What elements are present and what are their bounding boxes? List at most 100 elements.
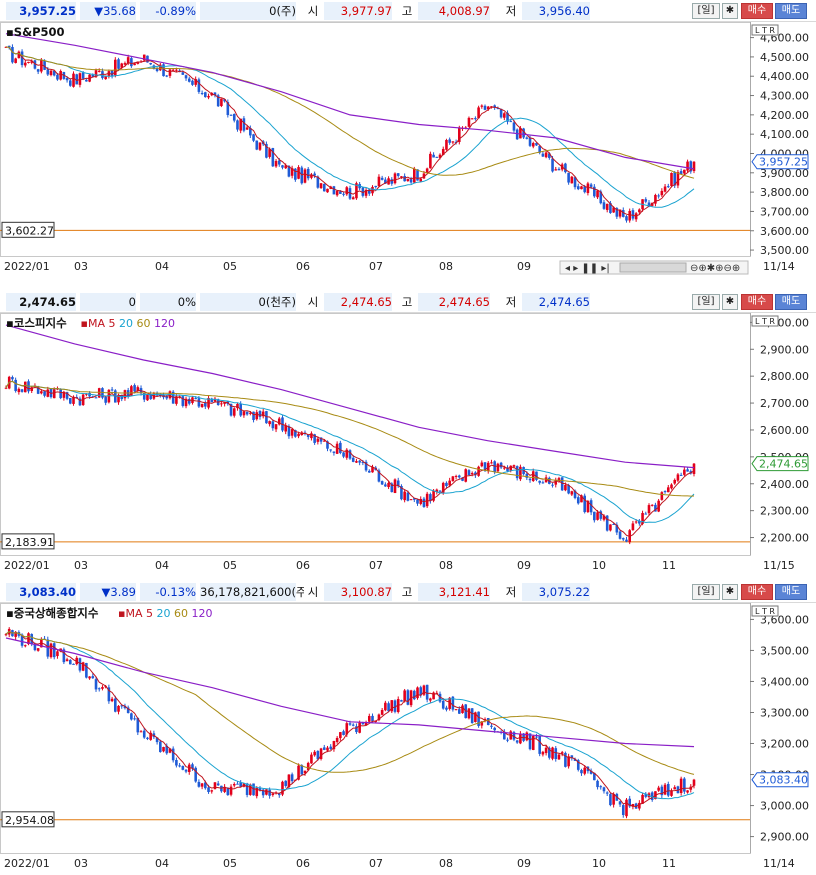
change-value: ▼3.89 — [80, 583, 136, 601]
y-tick-label: 3,400.00 — [760, 675, 809, 688]
y-tick-label: 3,700.00 — [760, 205, 809, 218]
settings-icon[interactable]: ✱ — [722, 584, 738, 600]
candle — [249, 783, 252, 796]
svg-text:2,183.91: 2,183.91 — [5, 536, 54, 549]
candle — [252, 783, 255, 796]
ma5-line — [5, 631, 695, 808]
buy-button[interactable]: 매수 — [741, 584, 773, 600]
price-chart[interactable]: 3,000.002,900.002,800.002,700.002,600.00… — [0, 313, 816, 581]
y-tick-label: 2,900.00 — [760, 343, 809, 356]
candle — [396, 477, 400, 488]
period-button[interactable]: [일] — [692, 584, 720, 600]
candle — [477, 465, 480, 477]
candle — [200, 782, 204, 790]
svg-text:⊖⊕✱⊕⊖⊕: ⊖⊕✱⊕⊖⊕ — [690, 263, 740, 274]
sell-button[interactable]: 매도 — [775, 3, 807, 19]
buy-button[interactable]: 매수 — [741, 3, 773, 19]
candle — [618, 529, 622, 540]
candle — [97, 387, 101, 398]
svg-text:3,957.25: 3,957.25 — [759, 156, 808, 169]
x-tick-label: 05 — [223, 260, 237, 273]
high-label-value: 고 — [398, 2, 416, 20]
candle — [40, 58, 43, 74]
ma120-line — [5, 637, 695, 748]
candle — [583, 493, 586, 514]
candle — [467, 707, 471, 720]
candle — [686, 159, 689, 173]
candle — [663, 782, 667, 796]
y-tick-label: 2,200.00 — [760, 532, 809, 545]
candle — [393, 478, 397, 494]
period-button[interactable]: [일] — [692, 294, 720, 310]
candle — [557, 167, 561, 171]
y-tick-label: 3,200.00 — [760, 738, 809, 751]
candle — [23, 60, 27, 68]
settings-icon[interactable]: ✱ — [722, 3, 738, 19]
y-tick-label: 2,400.00 — [760, 478, 809, 491]
svg-text:2,474.65: 2,474.65 — [759, 458, 808, 471]
candle — [239, 118, 242, 134]
buy-button[interactable]: 매수 — [741, 294, 773, 310]
candle — [541, 480, 545, 484]
price-chart[interactable]: 3,600.00 3,500.00 3,400.00 3,300.00 3,200.00… — [0, 603, 816, 875]
candle — [458, 474, 461, 479]
candle — [213, 782, 217, 790]
chart-panel-kospi: 2,474.65 0 0% 0(천주) 시 2,474.65 고 2,474.65 저 2,474… — [0, 291, 816, 581]
volume-value: 36,178,821,600(주) — [200, 583, 312, 601]
candle — [377, 174, 381, 187]
candle — [657, 785, 660, 792]
price-chart[interactable]: 4,600.004,500.004,400.004,300.004,200.00… — [0, 22, 816, 291]
svg-text:2,954.08: 2,954.08 — [5, 814, 54, 827]
high-value: 4,008.97 — [418, 2, 490, 20]
candle — [660, 491, 664, 501]
sell-button[interactable]: 매도 — [775, 294, 807, 310]
candle — [310, 752, 313, 764]
candle — [483, 104, 487, 111]
candle — [596, 189, 599, 199]
candle — [554, 746, 558, 762]
candle — [17, 50, 21, 59]
svg-text:L T R: L T R — [755, 26, 775, 35]
sell-button[interactable]: 매도 — [775, 584, 807, 600]
ltr-toggle: L T R — [751, 24, 779, 36]
candle — [644, 511, 648, 515]
candle — [525, 136, 529, 140]
candle — [403, 173, 406, 182]
candle — [480, 104, 484, 109]
period-button[interactable]: [일] — [692, 3, 720, 19]
candle — [570, 490, 574, 497]
candle — [429, 492, 432, 504]
settings-icon[interactable]: ✱ — [722, 294, 738, 310]
candle — [62, 647, 66, 665]
candle — [390, 482, 394, 493]
candle — [178, 762, 181, 768]
candle — [663, 490, 667, 494]
candle — [593, 184, 596, 198]
candle — [59, 388, 62, 400]
candle — [332, 740, 336, 752]
y-tick-label: 4,100.00 — [760, 128, 809, 141]
candle — [326, 188, 329, 193]
candle — [599, 509, 603, 521]
candle — [387, 701, 390, 713]
x-tick-label: 2022/01 — [4, 260, 50, 273]
candle — [412, 166, 416, 184]
x-tick-label: 03 — [74, 260, 88, 273]
candle — [297, 165, 300, 180]
candle — [191, 762, 194, 771]
candle — [194, 76, 197, 87]
candle — [609, 524, 612, 532]
candle — [593, 772, 596, 781]
candle — [187, 762, 191, 775]
candle — [390, 699, 394, 714]
candle — [412, 689, 416, 701]
candle — [165, 75, 169, 78]
candle — [351, 723, 355, 727]
candle — [638, 208, 641, 215]
change-pct-value: -0.89% — [140, 2, 196, 20]
candle — [673, 785, 677, 790]
candle — [162, 63, 165, 77]
svg-text:◂ ▸ ❚❚ ▸|: ◂ ▸ ❚❚ ▸| — [565, 263, 610, 274]
candle — [46, 386, 50, 398]
y-tick-label: 2,600.00 — [760, 424, 809, 437]
